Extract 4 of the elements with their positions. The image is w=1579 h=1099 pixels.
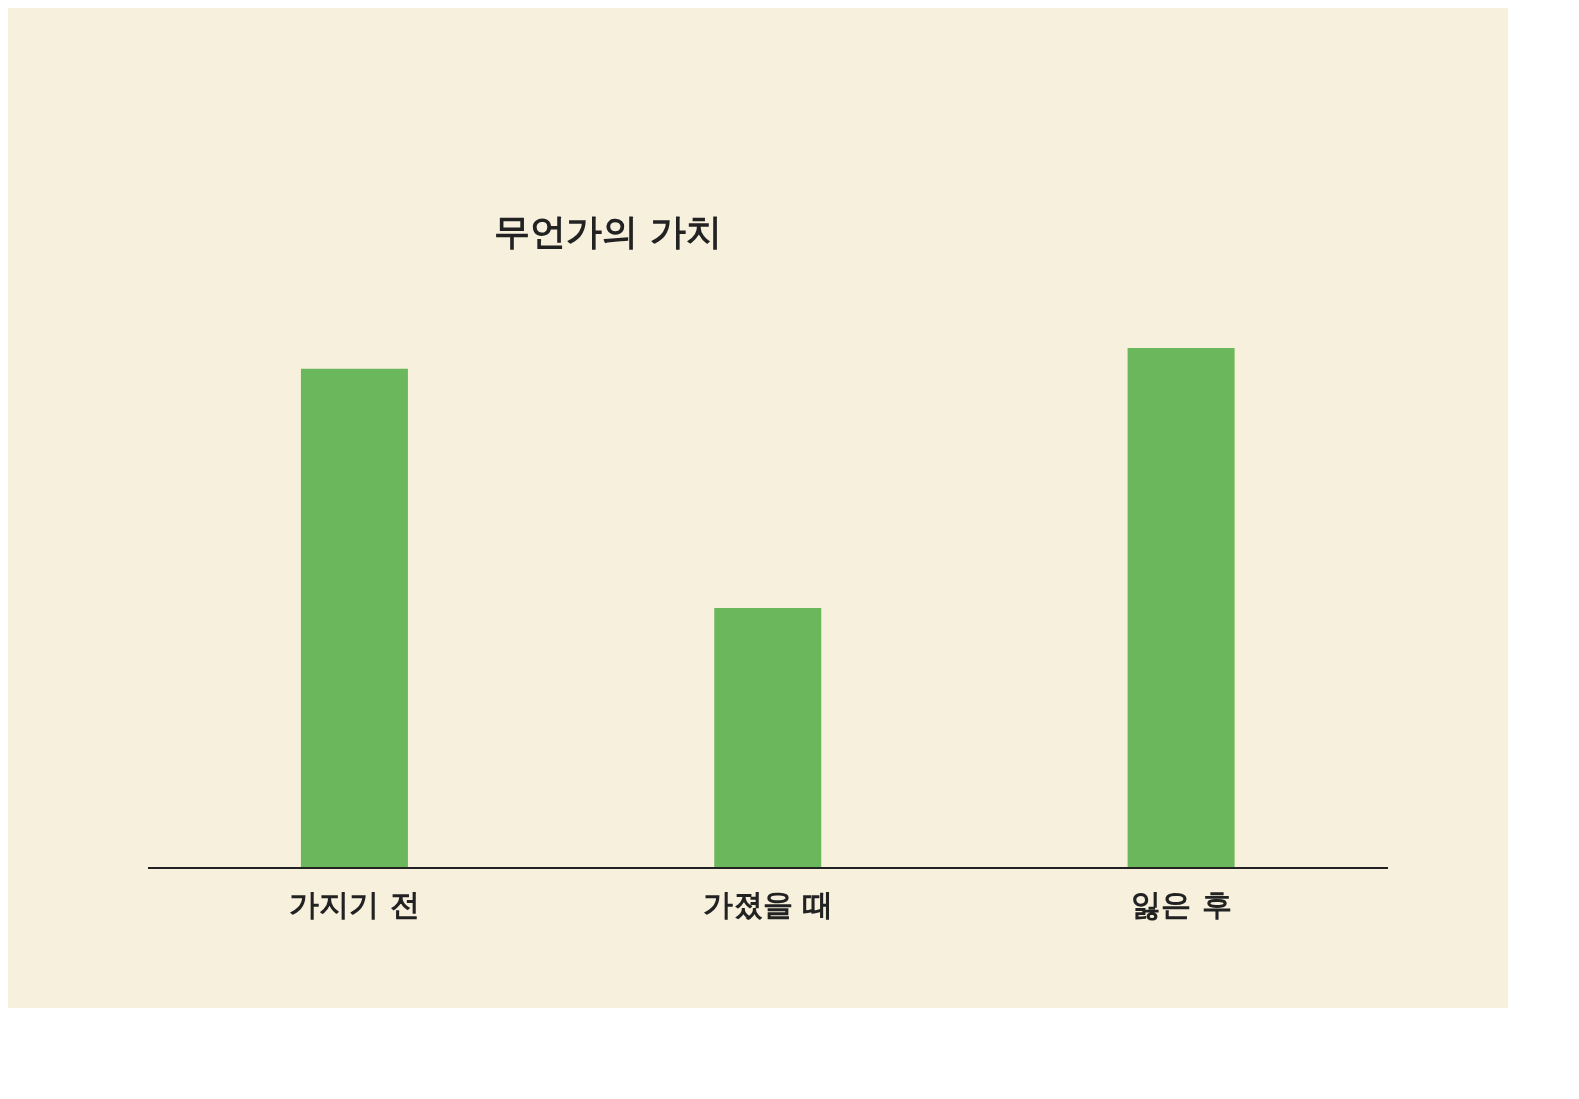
x-tick-label: 가졌을 때 bbox=[702, 887, 834, 923]
chart-title: 무언가의 가치 bbox=[492, 210, 724, 254]
x-tick-label: 가지기 전 bbox=[289, 887, 420, 923]
x-tick-label: 잃은 후 bbox=[1131, 887, 1232, 923]
